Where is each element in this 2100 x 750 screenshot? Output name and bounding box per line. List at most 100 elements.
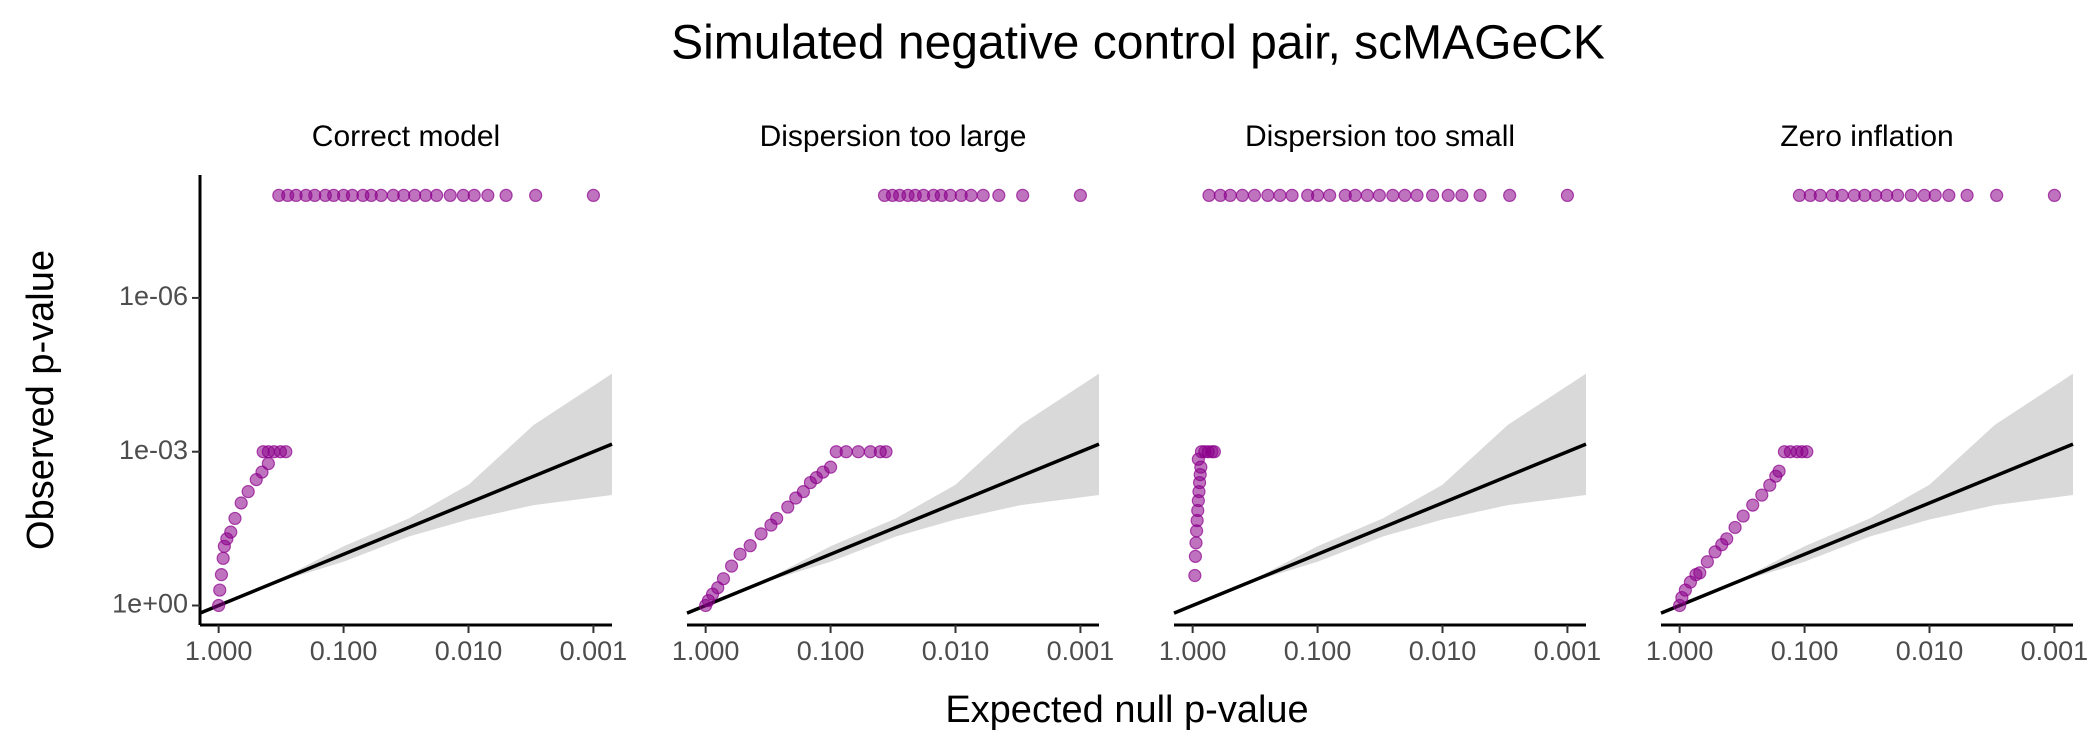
point [943, 188, 957, 202]
point [408, 188, 422, 202]
point [1813, 188, 1827, 202]
point [1858, 188, 1872, 202]
panel-title: Dispersion too large [760, 120, 1027, 153]
point [1928, 188, 1942, 202]
panel-title: Zero inflation [1780, 120, 1953, 153]
point [1942, 188, 1956, 202]
point [1223, 188, 1237, 202]
point [586, 188, 601, 202]
point [499, 188, 513, 202]
x-tick-label: 1.000 [1159, 636, 1227, 666]
point [1261, 188, 1275, 202]
point [430, 188, 444, 202]
point [796, 485, 810, 499]
point [1386, 188, 1400, 202]
point [529, 188, 543, 202]
point [279, 445, 293, 459]
point [224, 525, 238, 539]
y-tick-label: 1e-03 [119, 435, 188, 465]
x-tick-label: 0.001 [1534, 636, 1602, 666]
y-tick-label: 1e-06 [119, 281, 188, 311]
reference-line [1173, 442, 1587, 615]
point [716, 572, 731, 586]
confidence-band [687, 373, 1099, 614]
panel-title: Correct model [312, 120, 500, 153]
point [1772, 464, 1786, 478]
point [1473, 188, 1487, 202]
confidence-band [1661, 373, 2073, 614]
point [228, 511, 242, 526]
point [1247, 188, 1262, 202]
point [1235, 188, 1249, 202]
confidence-band [1174, 373, 1586, 614]
point [1188, 568, 1202, 583]
point [419, 188, 433, 202]
point [1188, 549, 1203, 563]
point [234, 496, 248, 510]
point [1372, 188, 1386, 202]
confidence-band [200, 373, 612, 614]
point [1763, 478, 1777, 492]
point [1410, 188, 1424, 202]
point [1960, 188, 1974, 202]
chart-title: Simulated negative control pair, scMAGeC… [671, 17, 1605, 70]
reference-line [686, 442, 1100, 615]
x-tick-label: 0.001 [1047, 636, 1115, 666]
reference-line [199, 442, 613, 615]
point [992, 188, 1006, 202]
point [1202, 188, 1216, 202]
point [1273, 188, 1287, 202]
point [754, 527, 768, 541]
point [823, 460, 838, 474]
point [733, 547, 747, 561]
point [443, 188, 457, 202]
point [1455, 188, 1469, 202]
x-tick-label: 0.100 [1284, 636, 1352, 666]
y-axis-label: Observed p-value [20, 250, 62, 550]
point [397, 188, 411, 202]
point [1323, 188, 1337, 202]
point [781, 500, 795, 514]
point [1360, 188, 1374, 202]
point [481, 188, 495, 202]
point [1207, 445, 1221, 459]
point [1792, 188, 1806, 202]
point [839, 445, 853, 459]
point [724, 559, 739, 573]
x-tick-label: 0.010 [1896, 636, 1964, 666]
point [1835, 188, 1849, 202]
point [1503, 188, 1517, 202]
point [374, 188, 388, 202]
x-axis-label: Expected null p-value [945, 689, 1308, 731]
panel-title: Dispersion too small [1245, 120, 1515, 153]
x-tick-label: 0.010 [1409, 636, 1477, 666]
point [976, 188, 990, 202]
point [1441, 188, 1455, 202]
x-tick-label: 0.010 [435, 636, 503, 666]
reference-line [1660, 442, 2074, 615]
point [1755, 488, 1769, 502]
point [851, 445, 865, 459]
point [467, 188, 481, 202]
point [1891, 188, 1905, 202]
point [1869, 188, 1883, 202]
point [1285, 188, 1299, 202]
x-tick-label: 0.100 [797, 636, 865, 666]
point [964, 188, 978, 202]
point [241, 485, 255, 499]
point [1189, 536, 1203, 550]
point [1700, 555, 1714, 569]
x-tick-label: 0.100 [1771, 636, 1839, 666]
x-tick-label: 0.001 [2021, 636, 2089, 666]
point [1310, 188, 1325, 202]
point [1728, 520, 1742, 535]
point [1917, 188, 1931, 202]
point [1426, 188, 1440, 202]
point [1800, 445, 1814, 459]
point [1348, 188, 1362, 202]
point [1904, 188, 1918, 202]
point [216, 551, 230, 565]
point [770, 511, 784, 526]
point [1746, 498, 1760, 512]
